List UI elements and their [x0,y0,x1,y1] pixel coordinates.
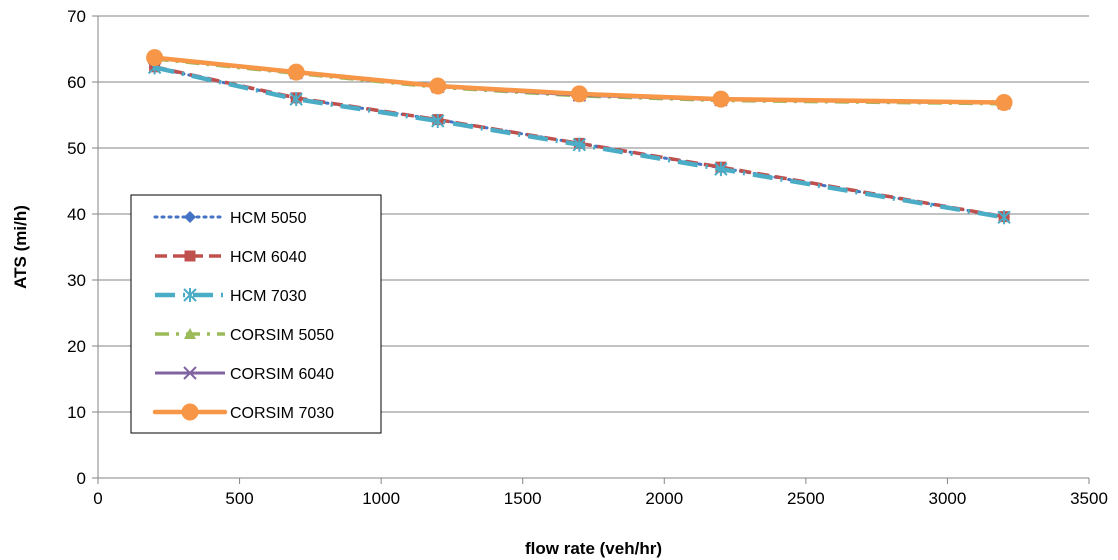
series-hcm-7030 [147,60,1011,225]
x-tick-label: 1500 [504,489,542,508]
y-tick-label: 30 [67,271,86,290]
data-point-marker [995,93,1013,111]
x-tick-label: 1000 [362,489,400,508]
y-tick-label: 20 [67,337,86,356]
y-tick-label: 10 [67,403,86,422]
y-tick-label: 70 [67,7,86,26]
legend-label: CORSIM 7030 [230,405,334,422]
series-line [152,55,1007,105]
y-tick-label: 60 [67,73,86,92]
legend-label: CORSIM 6040 [230,366,334,383]
series-lines [146,49,1013,225]
x-tick-label: 2000 [645,489,683,508]
data-point-marker [181,403,199,421]
legend-label: HCM 7030 [230,288,307,305]
data-point-marker [712,90,730,108]
legend-entry: HCM 7030 [155,288,307,305]
data-point-marker [429,77,447,95]
y-tick-label: 50 [67,139,86,158]
y-tick-label: 40 [67,205,86,224]
legend-entry: HCM 6040 [155,249,307,266]
data-point-marker [572,137,587,152]
legend-entry: CORSIM 6040 [155,366,334,383]
x-tick-label: 0 [93,489,102,508]
y-axis-title: ATS (mi/h) [11,205,30,289]
legend-entry: HCM 5050 [153,210,307,227]
data-point-marker [184,328,196,339]
data-point-marker [570,85,588,103]
x-tick-label: 3500 [1070,489,1108,508]
x-tick-label: 3000 [929,489,967,508]
y-tick-label: 0 [77,469,86,488]
x-tick-label: 500 [225,489,253,508]
data-point-marker [183,288,197,302]
legend-label: HCM 6040 [230,249,307,266]
data-point-marker [714,162,728,177]
legend-box [130,194,382,434]
legend-label: HCM 5050 [230,210,307,227]
data-point-marker [183,366,197,380]
data-point-marker [184,250,196,262]
x-axis-title: flow rate (veh/hr) [525,539,662,558]
legend-entry: CORSIM 5050 [155,327,334,344]
data-point-marker [287,63,305,81]
data-point-marker [997,210,1011,225]
x-tick-label: 2500 [787,489,825,508]
data-point-marker [431,113,445,128]
data-point-marker [289,92,303,107]
data-point-marker [146,49,164,67]
axes: 0 10 20 30 40 50 60 70 0 500 1000 1500 2000 2500 3000 3… [67,7,1108,508]
data-point-marker [184,211,196,223]
legend-entry: CORSIM 7030 [152,403,334,422]
series-line [154,65,1005,220]
legend: HCM 5050 HCM 6040 HCM 7030 CORSIM 5050 CORSI… [130,194,382,434]
legend-label: CORSIM 5050 [230,327,334,344]
series-corsim-7030 [146,49,1013,111]
